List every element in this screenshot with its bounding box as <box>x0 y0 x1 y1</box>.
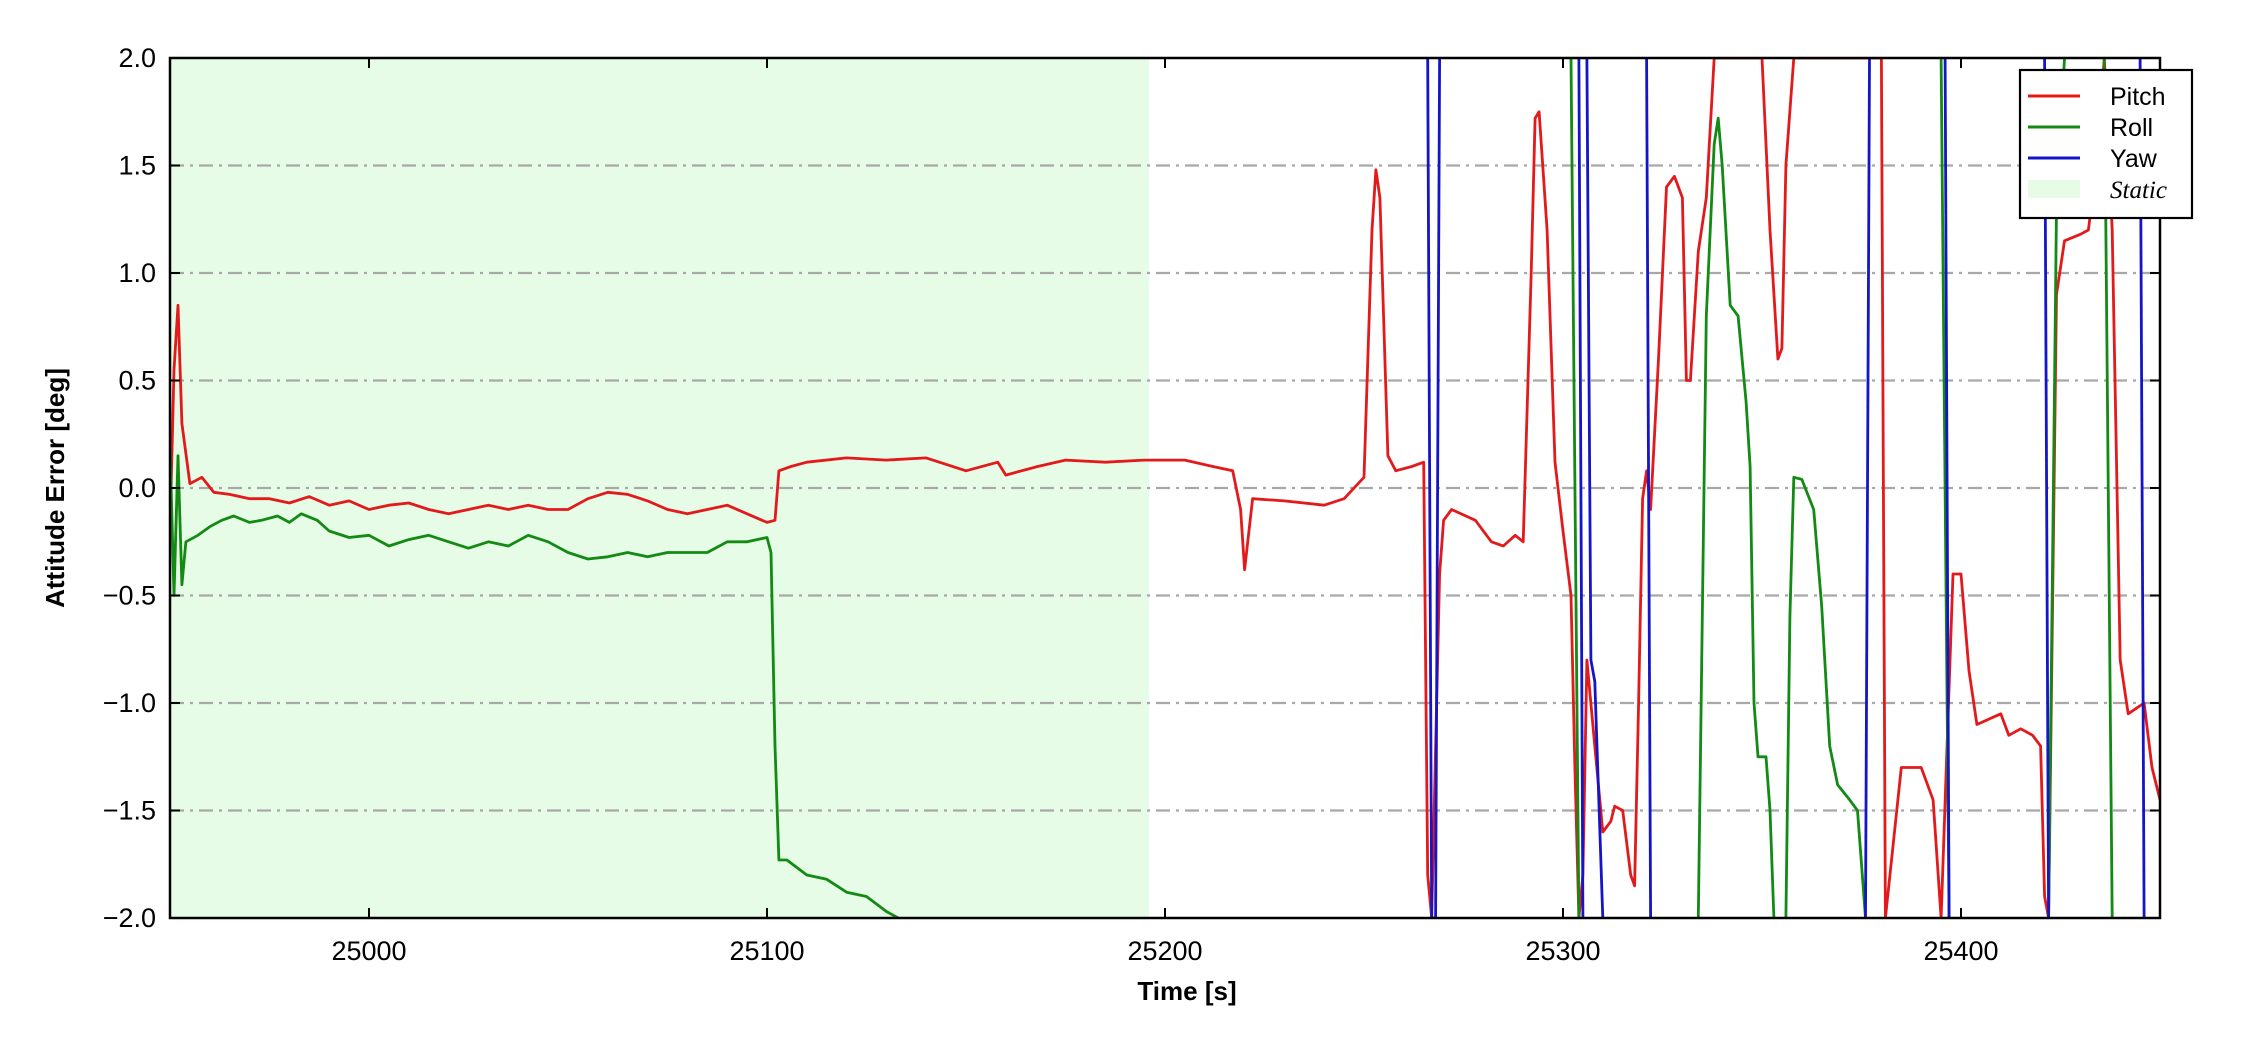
series-yaw-segment-8 <box>1645 58 1652 918</box>
y-tick-label: −1.5 <box>103 796 156 826</box>
plot-area <box>170 58 2160 918</box>
y-tick-label: 2.0 <box>118 43 156 73</box>
legend-label-static: Static <box>2110 177 2167 204</box>
series-yaw-line <box>1426 58 1441 918</box>
x-tick-label: 25300 <box>1525 936 1600 966</box>
series-lines <box>170 58 2160 918</box>
series-yaw-segment-9 <box>1864 58 1871 918</box>
series-roll-segment-1 <box>1696 116 1776 918</box>
y-tick-label: −1.0 <box>103 688 156 718</box>
y-tick-label: −0.5 <box>103 581 156 611</box>
x-tick-label: 25100 <box>729 936 804 966</box>
legend-label-yaw: Yaw <box>2110 145 2158 173</box>
y-tick-label: 1.5 <box>118 151 156 181</box>
series-roll-segment-0 <box>1569 58 1581 918</box>
legend-swatch-static <box>2028 180 2080 198</box>
y-axis-title: Attitude Error [deg] <box>40 368 70 608</box>
series-roll-segment-2 <box>1784 475 1867 918</box>
y-tick-label: 1.0 <box>118 258 156 288</box>
series-pitch-line <box>170 58 2160 918</box>
series-yaw-segment-7 <box>1585 58 1605 918</box>
series-yaw-segment-6 <box>1577 58 1585 918</box>
y-tick-label: 0.5 <box>118 366 156 396</box>
axes: 25000 25100 25200 25300 25400 2.0 1.5 1.0 0.5 0.0… <box>103 43 2162 966</box>
legend: Pitch Roll Yaw Static <box>2018 68 2194 220</box>
y-tick-label: −2.0 <box>103 903 156 933</box>
y-tick-label: 0.0 <box>118 473 156 503</box>
legend-label-pitch: Pitch <box>2110 83 2166 111</box>
x-axis-title: Time [s] <box>1137 976 1236 1006</box>
series-roll-line <box>170 444 899 918</box>
x-tick-label: 25400 <box>1923 936 1998 966</box>
x-tick-label: 25000 <box>331 936 406 966</box>
series-yaw-segment-10 <box>1943 58 1951 918</box>
legend-label-roll: Roll <box>2110 114 2153 142</box>
x-tick-label: 25200 <box>1127 936 1202 966</box>
